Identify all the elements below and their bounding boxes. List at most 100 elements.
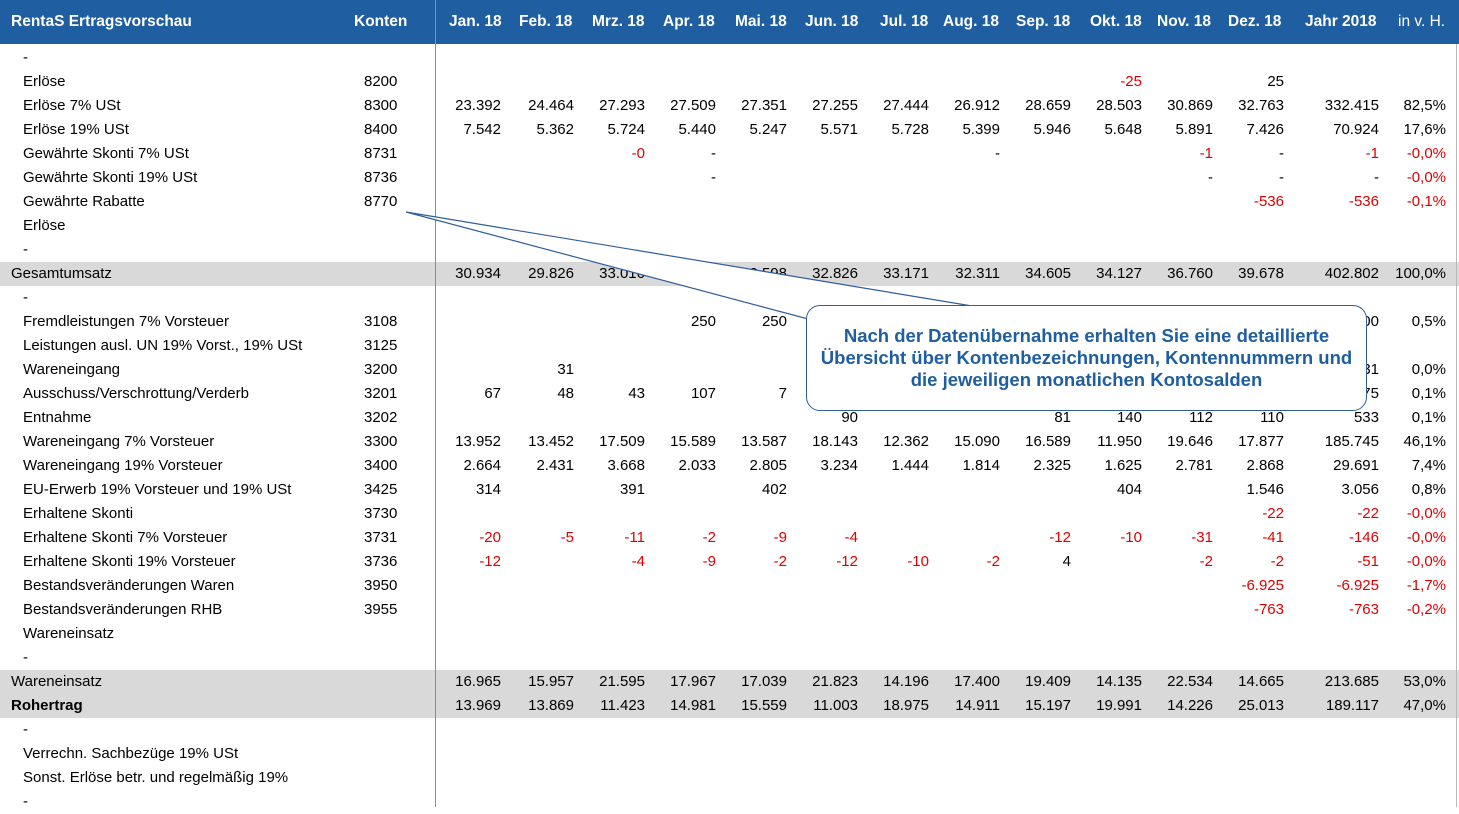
month-value-cell: 33.016 xyxy=(599,265,645,282)
month-value-cell: 5.440 xyxy=(678,121,716,138)
year-total-cell: -763 xyxy=(1348,601,1379,618)
month-value-cell: 2.325 xyxy=(1033,457,1071,474)
month-value-cell: -12 xyxy=(479,553,501,570)
month-value-cell: 5.724 xyxy=(607,121,645,138)
month-value-cell: 34.127 xyxy=(1096,265,1142,282)
month-value-cell: 48 xyxy=(557,385,574,402)
account-number: 8400 xyxy=(364,121,398,138)
month-value-cell: -12 xyxy=(1049,529,1071,546)
month-value-cell: 3.234 xyxy=(820,457,858,474)
month-value-cell: -20 xyxy=(479,529,501,546)
header-divider xyxy=(435,0,436,44)
month-value-cell: 30.869 xyxy=(1167,97,1213,114)
percent-cell: 0,0% xyxy=(1411,361,1446,378)
month-value-cell: 112 xyxy=(1189,409,1213,426)
table-row: Entnahme 3202 90 81 140 112 110 533 0,1% xyxy=(0,406,1459,430)
year-total-cell: 332.415 xyxy=(1324,97,1379,114)
table-row: Erlöse 19% USt 8400 7.542 5.362 5.724 5.440 5.… xyxy=(0,118,1459,142)
month-value-cell: 24.464 xyxy=(528,97,574,114)
table-row: Verrechn. Sachbezüge 19% USt xyxy=(0,742,1459,766)
table-row: Erlöse 7% USt 8300 23.392 24.464 27.293 27.50… xyxy=(0,94,1459,118)
month-value-cell: - xyxy=(1208,169,1213,186)
month-value-cell: - xyxy=(711,145,716,162)
month-value-cell: -22 xyxy=(1262,505,1284,522)
row-label: Erhaltene Skonti 19% Vorsteuer xyxy=(23,553,236,570)
year-total-cell: -146 xyxy=(1348,529,1379,546)
percent-cell: 7,4% xyxy=(1411,457,1446,474)
account-number: 3400 xyxy=(364,457,398,474)
month-value-cell: 26.912 xyxy=(954,97,1000,114)
row-label: Bestandsveränderungen RHB xyxy=(23,601,223,618)
table-row: Bestandsveränderungen RHB 3955 -763 -763 -0,… xyxy=(0,598,1459,622)
month-value-cell: 14.981 xyxy=(670,697,716,714)
account-number: 3202 xyxy=(364,409,398,426)
month-value-cell: -12 xyxy=(836,553,858,570)
month-value-cell: 27.444 xyxy=(883,97,929,114)
table-row: - xyxy=(0,46,1459,70)
month-value-cell: 404 xyxy=(1116,481,1142,498)
account-number: 3731 xyxy=(364,529,398,546)
percent-cell: 53,0% xyxy=(1403,673,1446,690)
table-row: Erlöse 8200 -25 25 xyxy=(0,70,1459,94)
year-total-cell: -536 xyxy=(1348,193,1379,210)
month-value-cell: 5.891 xyxy=(1175,121,1213,138)
month-value-cell: 2.033 xyxy=(678,457,716,474)
month-value-cell: 1.814 xyxy=(962,457,1000,474)
table-row: - xyxy=(0,718,1459,742)
row-label: - xyxy=(23,289,28,306)
table-row: EU-Erwerb 19% Vorsteuer und 19% USt 3425 3… xyxy=(0,478,1459,502)
row-label: Wareneinsatz xyxy=(11,673,103,690)
year-total-cell: -1 xyxy=(1365,145,1379,162)
month-value-cell: 2.431 xyxy=(536,457,574,474)
month-value-cell: -2 xyxy=(773,553,787,570)
percent-cell: -0,0% xyxy=(1406,145,1446,162)
month-value-cell: 14.196 xyxy=(883,673,929,690)
month-value-cell: -2 xyxy=(1270,553,1284,570)
month-value-cell: 14.911 xyxy=(955,697,1000,714)
table-row: - xyxy=(0,238,1459,262)
table-row: Gewährte Skonti 7% USt 8731 -0 - - -1 - -1 -0,0% xyxy=(0,142,1459,166)
month-value-cell: 314 xyxy=(475,481,501,498)
month-value-cell: 11.003 xyxy=(813,697,858,714)
month-value-cell: -9 xyxy=(773,529,787,546)
year-total-cell: 185.745 xyxy=(1324,433,1379,450)
month-value-cell: 32.598 xyxy=(741,265,787,282)
month-value-cell: 13.869 xyxy=(528,697,574,714)
account-number: 8731 xyxy=(364,145,398,162)
month-value-cell: 17.967 xyxy=(670,673,716,690)
month-value-cell: 107 xyxy=(690,385,716,402)
year-total-cell: 189.117 xyxy=(1325,697,1379,714)
row-label: Erhaltene Skonti 7% Vorsteuer xyxy=(23,529,228,546)
account-number: 3108 xyxy=(364,313,398,330)
row-label: Erhaltene Skonti xyxy=(23,505,134,522)
month-value-cell: 15.957 xyxy=(528,673,574,690)
year-total-cell: -51 xyxy=(1357,553,1379,570)
month-header-dec: Dez. 18 xyxy=(1228,13,1282,30)
month-value-cell: 11.950 xyxy=(1097,433,1142,450)
month-value-cell: 29.826 xyxy=(528,265,574,282)
month-value-cell: 250 xyxy=(761,313,787,330)
account-number: 8200 xyxy=(364,73,398,90)
month-value-cell: 15.559 xyxy=(741,697,787,714)
row-label: EU-Erwerb 19% Vorsteuer und 19% USt xyxy=(23,481,292,498)
month-value-cell: 250 xyxy=(690,313,716,330)
month-value-cell: 2.781 xyxy=(1175,457,1213,474)
month-value-cell: -2 xyxy=(702,529,716,546)
month-value-cell: 3.668 xyxy=(607,457,645,474)
month-value-cell: 17.509 xyxy=(599,433,645,450)
month-value-cell: 5.362 xyxy=(536,121,574,138)
month-value-cell: 43 xyxy=(628,385,645,402)
month-value-cell: 7.542 xyxy=(463,121,501,138)
row-label: - xyxy=(23,49,28,66)
row-label: Sonst. Erlöse betr. und regelmäßig 19% xyxy=(23,769,289,786)
percent-cell: -0,0% xyxy=(1406,505,1446,522)
month-value-cell: 32.311 xyxy=(955,265,1000,282)
row-label: Erlöse xyxy=(23,73,66,90)
month-value-cell: 15.197 xyxy=(1025,697,1071,714)
month-header-oct: Okt. 18 xyxy=(1090,13,1142,30)
row-label: Erlöse 19% USt xyxy=(23,121,129,138)
month-value-cell: 14.665 xyxy=(1238,673,1284,690)
month-value-cell: 81 xyxy=(1054,409,1071,426)
row-label: Wareneingang 7% Vorsteuer xyxy=(23,433,215,450)
month-value-cell: -0 xyxy=(631,145,645,162)
